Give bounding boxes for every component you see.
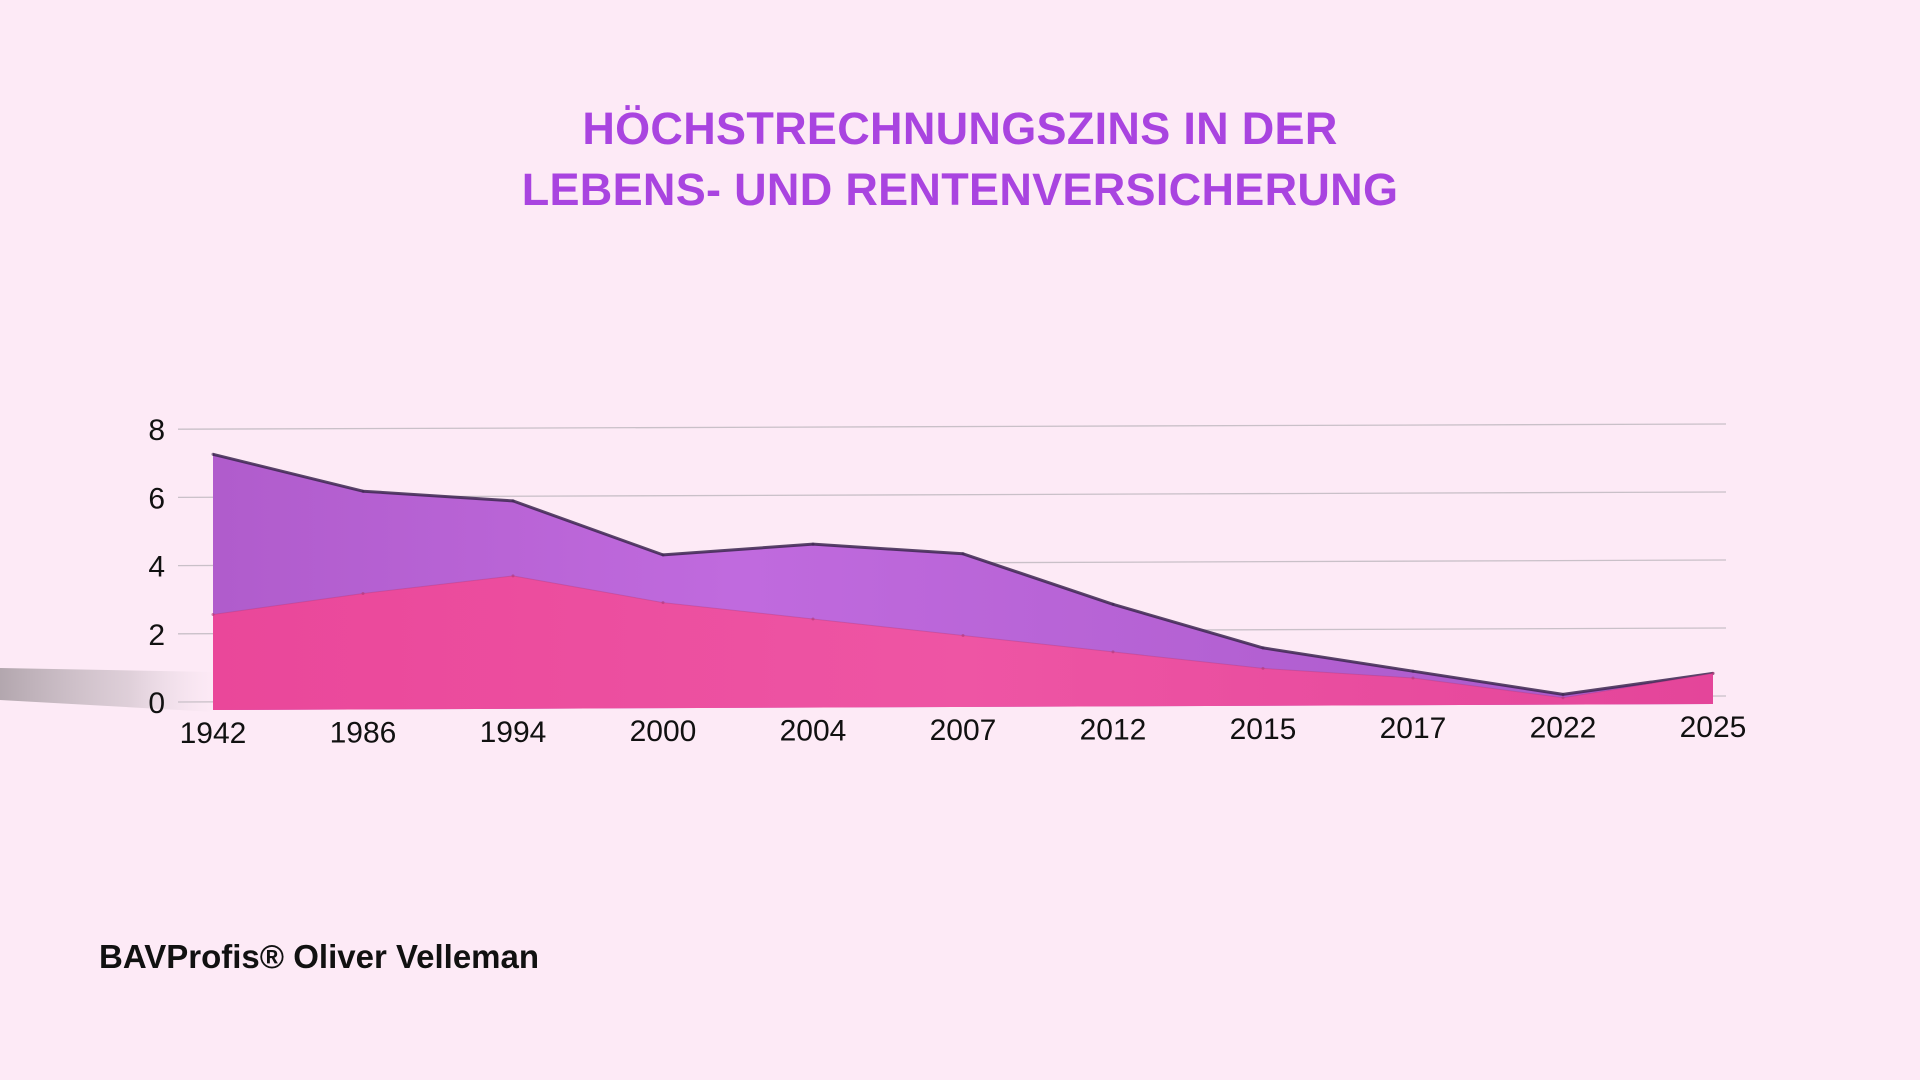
x-tick-label: 2000 <box>630 715 697 748</box>
y-tick-label: 8 <box>148 414 165 447</box>
data-point-s1-2004 <box>811 542 815 546</box>
x-tick-label: 2007 <box>930 714 997 747</box>
data-point-s2-2007 <box>961 634 965 637</box>
chart-title-line-2: LEBENS- UND RENTENVERSICHERUNG <box>521 164 1399 215</box>
data-point-s2-2004 <box>811 617 815 621</box>
data-point-s1-2007 <box>961 552 965 556</box>
x-tick-label: 1942 <box>180 717 247 750</box>
data-point-s2-1942 <box>211 613 215 616</box>
data-point-s2-2012 <box>1111 650 1115 654</box>
x-tick-label: 2015 <box>1230 713 1297 746</box>
y-tick-label: 0 <box>148 687 165 720</box>
data-point-s2-2017 <box>1411 676 1415 680</box>
x-tick-label: 2017 <box>1380 712 1447 745</box>
x-tick-label: 1986 <box>330 716 397 749</box>
y-tick-label: 2 <box>148 619 165 652</box>
data-point-s1-1942 <box>211 452 215 456</box>
y-tick-label: 4 <box>148 551 165 584</box>
floor-shadow <box>0 668 215 712</box>
footer-credit: BAVProfis® Oliver Velleman <box>99 938 540 975</box>
x-tick-label: 1994 <box>480 716 547 749</box>
series-areas <box>211 452 1715 710</box>
grid-line-8 <box>177 423 1727 430</box>
x-tick-label: 2012 <box>1080 713 1147 746</box>
x-tick-label: 2022 <box>1530 712 1597 745</box>
data-point-s2-2025 <box>1711 671 1715 675</box>
data-point-s1-2022 <box>1561 692 1565 696</box>
data-point-s2-2022 <box>1561 696 1565 700</box>
y-axis: 0 2 4 6 8 <box>148 414 165 720</box>
chart-title-line-1: HÖCHSTRECHNUNGSZINS IN DER <box>582 103 1338 154</box>
data-point-s1-2000 <box>661 553 665 557</box>
chart-title: HÖCHSTRECHNUNGSZINS IN DER LEBENS- UND R… <box>0 98 1920 220</box>
data-point-s1-2017 <box>1411 669 1415 673</box>
data-point-s1-1986 <box>361 489 365 493</box>
y-tick-label: 6 <box>148 482 165 515</box>
data-point-s2-2015 <box>1261 666 1265 670</box>
x-axis: 1942 1986 1994 2000 2004 2007 2012 2015 2017 2022… <box>180 711 1747 750</box>
series-area-2 <box>213 575 1713 710</box>
x-tick-label: 2004 <box>780 715 847 748</box>
chart-shadow <box>0 668 215 712</box>
data-point-s1-2012 <box>1111 602 1115 606</box>
x-tick-label: 2025 <box>1680 711 1747 744</box>
data-point-s1-1994 <box>511 499 515 503</box>
data-point-s2-2000 <box>661 601 665 605</box>
data-point-s2-1994 <box>511 574 515 578</box>
data-point-s1-2015 <box>1261 646 1265 650</box>
data-point-s2-1986 <box>361 592 365 595</box>
